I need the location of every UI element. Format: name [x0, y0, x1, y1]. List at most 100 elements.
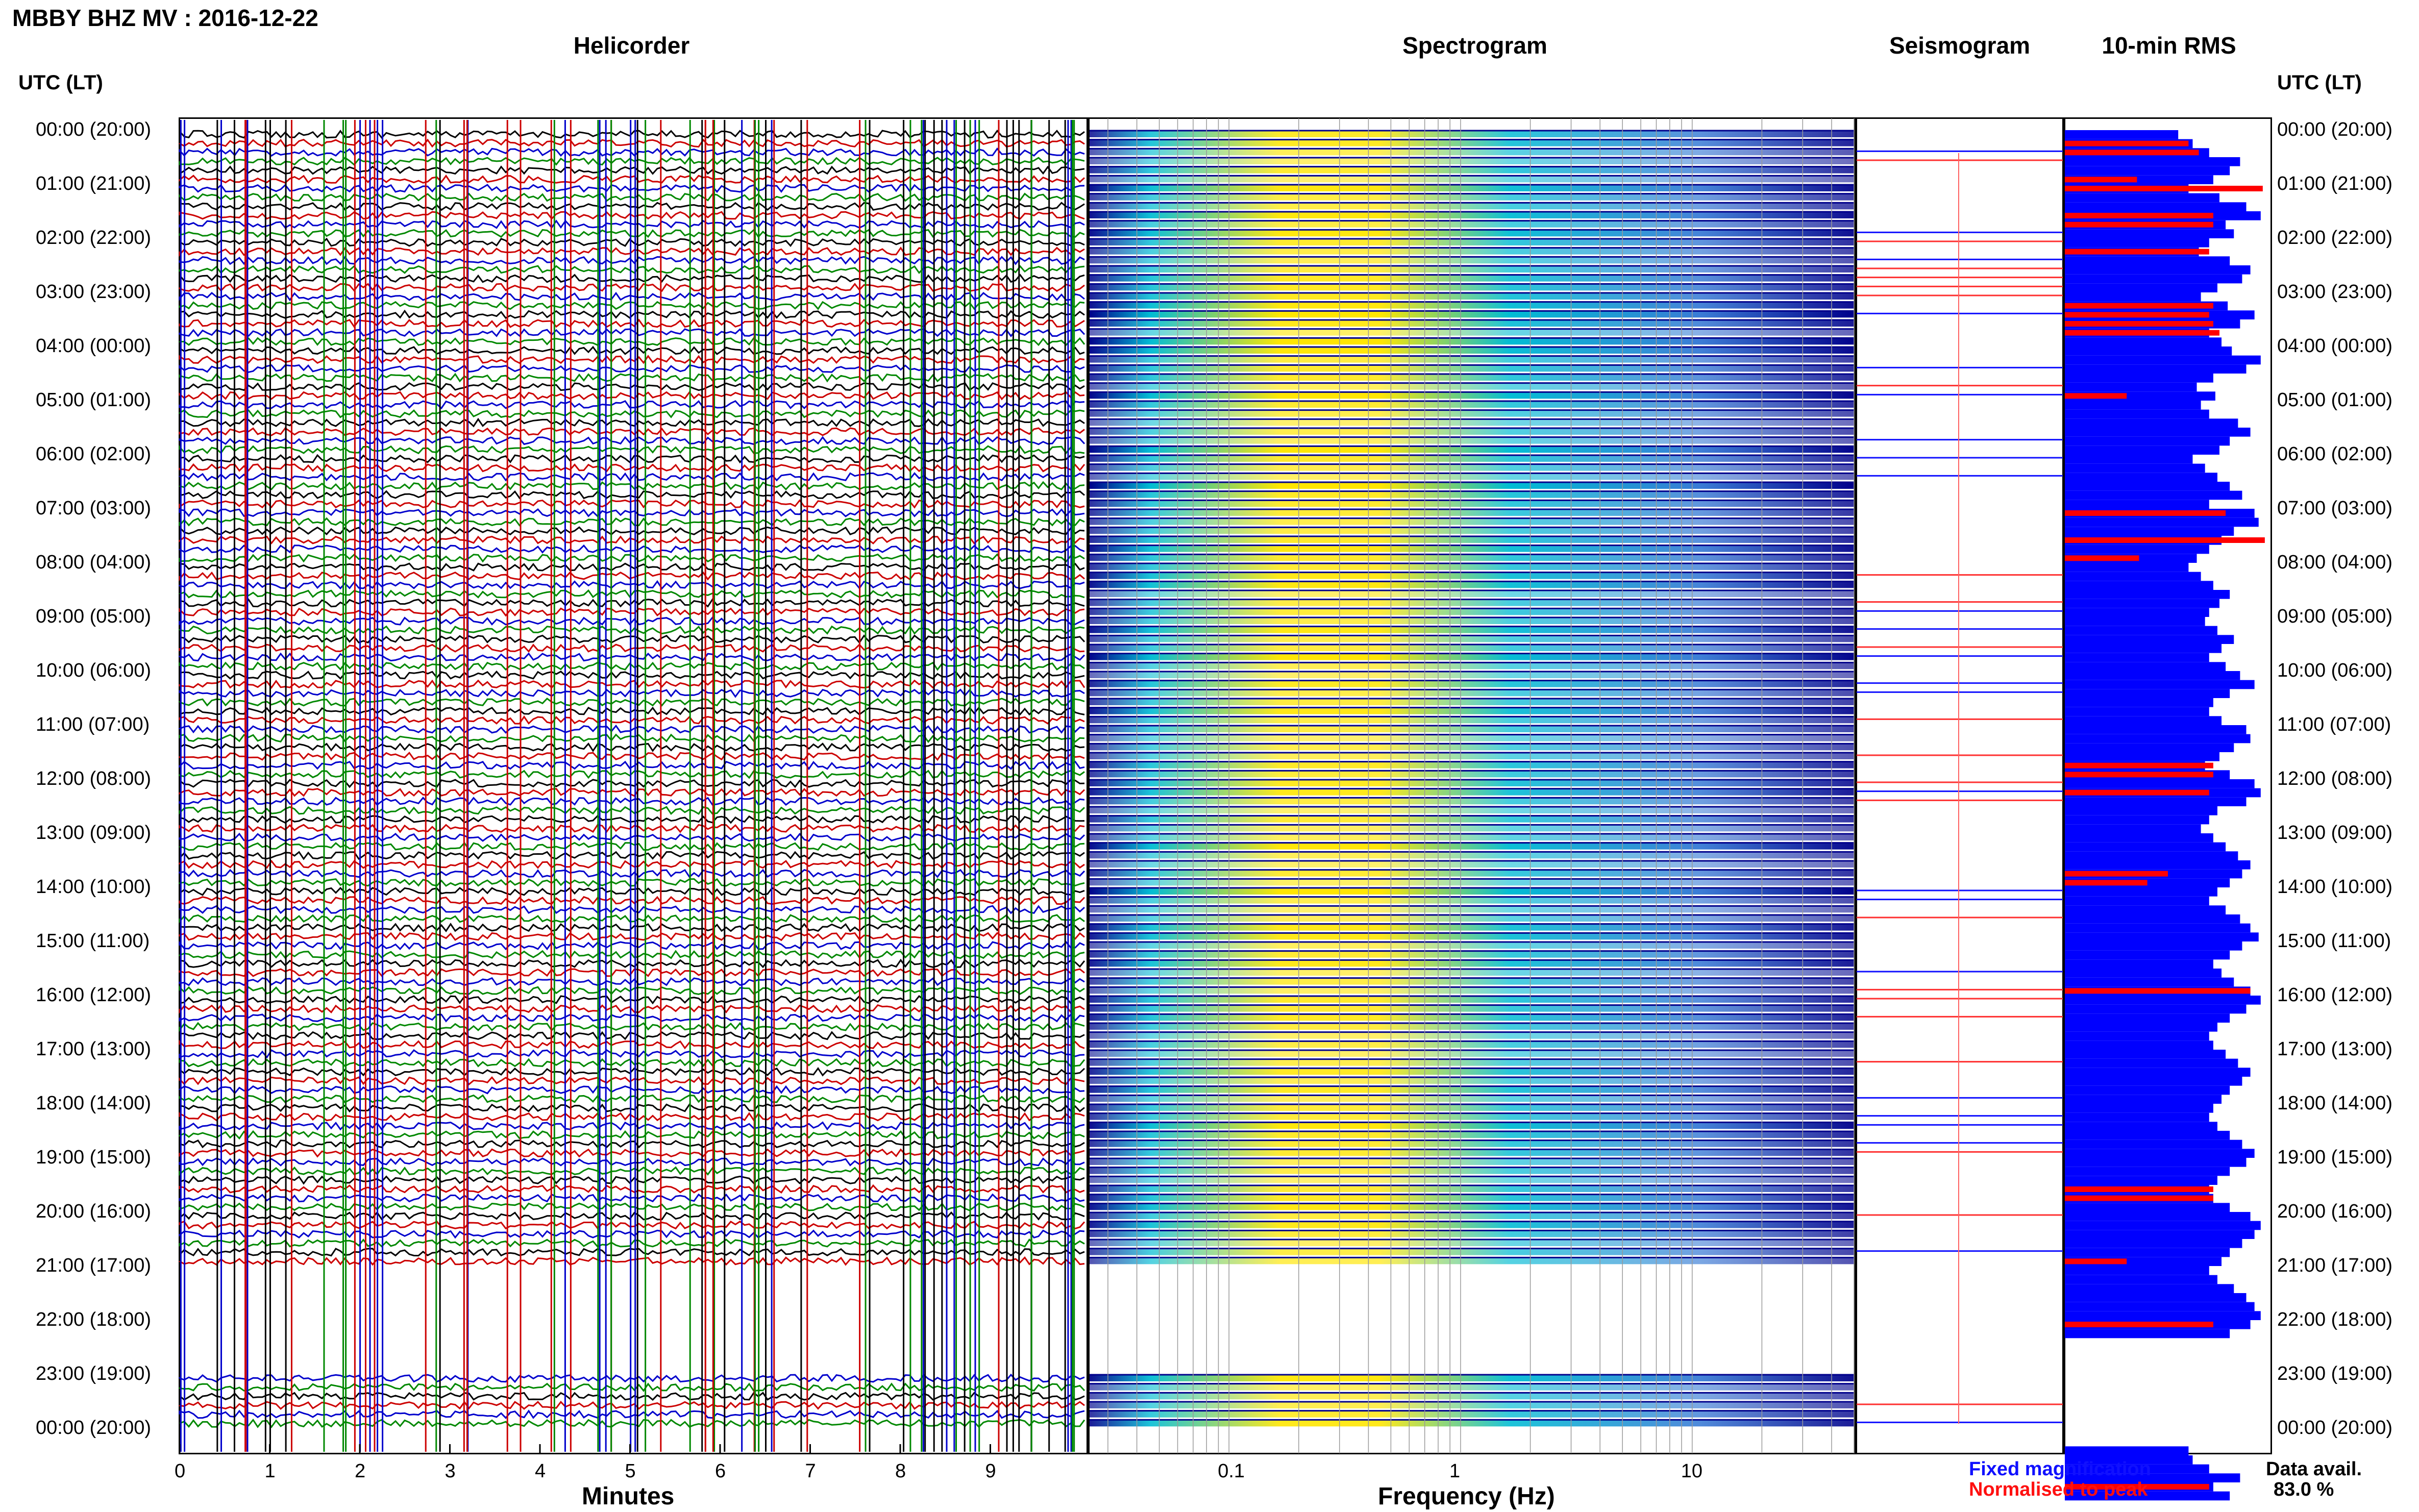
- helicorder-trace: [179, 364, 1085, 373]
- helicorder-trace: [179, 652, 1085, 662]
- spectrogram-row: [1090, 1419, 1854, 1427]
- frequency-tick-label: 0.1: [1218, 1460, 1245, 1482]
- rms-bar-fixed: [2065, 716, 2222, 725]
- helicorder-trace: [179, 147, 1085, 157]
- rms-bar-fixed: [2065, 1203, 2230, 1212]
- spectrogram-row: [1090, 1149, 1854, 1156]
- helicorder-trace: [179, 129, 1085, 139]
- rms-bar-normalised: [2065, 140, 2189, 146]
- rms-bar-fixed: [2065, 1464, 2209, 1474]
- minute-tick-label: 9: [985, 1460, 996, 1482]
- spectrogram-row: [1090, 716, 1854, 724]
- spectrogram-row: [1090, 788, 1854, 796]
- spectrogram-row: [1090, 977, 1854, 985]
- left-time-label: 23:00 (19:00): [36, 1363, 152, 1384]
- right-time-label: 03:00 (23:00): [2277, 281, 2393, 303]
- rms-bar-fixed: [2065, 500, 2209, 509]
- helicorder-trace: [179, 760, 1085, 771]
- spectrogram-row: [1090, 1095, 1854, 1102]
- spectrogram-row: [1090, 409, 1854, 417]
- spectrogram-row: [1090, 941, 1854, 949]
- rms-bar-fixed: [2065, 401, 2201, 410]
- right-time-label: 06:00 (02:00): [2277, 443, 2393, 465]
- right-time-label: 00:00 (20:00): [2277, 119, 2393, 140]
- rms-bar-fixed: [2065, 374, 2213, 383]
- rms-bar-fixed: [2065, 527, 2234, 536]
- spectrogram-row: [1090, 374, 1854, 381]
- helicorder-trace: [179, 715, 1085, 725]
- spectrogram-row: [1090, 761, 1854, 769]
- rms-bar-normalised: [2065, 1258, 2127, 1265]
- rms-bar-fixed: [2065, 1077, 2242, 1086]
- spectrogram-row: [1090, 725, 1854, 732]
- spectrogram-row: [1090, 1050, 1854, 1057]
- rms-bar-fixed: [2065, 1302, 2255, 1311]
- spectrogram-row: [1090, 689, 1854, 697]
- rms-bar-fixed: [2065, 797, 2247, 806]
- left-time-label: 14:00 (10:00): [36, 876, 152, 898]
- spectrogram-row: [1090, 644, 1854, 651]
- spectrogram-row: [1090, 671, 1854, 678]
- rms-bar-fixed: [2065, 1284, 2234, 1293]
- spectrogram-row: [1090, 473, 1854, 480]
- helicorder-trace: [179, 598, 1085, 608]
- spectrogram-row: [1090, 283, 1854, 291]
- minute-tick-label: 7: [805, 1460, 816, 1482]
- spectrogram-row: [1090, 391, 1854, 399]
- spectrogram-row: [1090, 211, 1854, 218]
- left-time-label: 22:00 (18:00): [36, 1309, 152, 1330]
- spectrogram-row: [1090, 680, 1854, 687]
- rms-bar-normalised: [2065, 312, 2209, 318]
- right-time-label: 18:00 (14:00): [2277, 1093, 2393, 1114]
- rms-bar-fixed: [2065, 563, 2189, 572]
- left-time-label: 13:00 (09:00): [36, 822, 152, 844]
- rms-bar-fixed: [2065, 1491, 2230, 1501]
- rms-bar-fixed: [2065, 1085, 2230, 1095]
- spectrogram-row: [1090, 1040, 1854, 1048]
- minute-tick-label: 5: [625, 1460, 636, 1482]
- helicorder-trace: [179, 445, 1085, 455]
- utc-label-left: UTC (LT): [18, 71, 103, 94]
- rms-bar-fixed: [2065, 950, 2230, 960]
- helicorder-trace: [179, 1049, 1085, 1059]
- helicorder-trace: [179, 273, 1085, 283]
- rms-bar-fixed: [2065, 923, 2251, 933]
- left-time-label: 03:00 (23:00): [36, 281, 152, 303]
- helicorder-trace: [179, 580, 1085, 590]
- rms-bar-fixed: [2065, 355, 2261, 365]
- spectrogram-row: [1090, 157, 1854, 164]
- spectrogram-row: [1090, 1383, 1854, 1391]
- rms-bar-normalised: [2065, 555, 2139, 561]
- right-time-label: 13:00 (09:00): [2277, 822, 2393, 844]
- rms-bar-fixed: [2065, 779, 2255, 788]
- left-time-label: 00:00 (20:00): [36, 1417, 152, 1439]
- rms-bar-fixed: [2065, 130, 2179, 139]
- helicorder-trace: [179, 1103, 1085, 1113]
- spectrogram-row: [1090, 833, 1854, 840]
- right-time-label: 22:00 (18:00): [2277, 1309, 2393, 1330]
- right-time-label: 08:00 (04:00): [2277, 552, 2393, 573]
- rms-title: 10-min RMS: [2102, 32, 2236, 59]
- spectrogram-row: [1090, 887, 1854, 895]
- spectrogram-row: [1090, 1392, 1854, 1400]
- spectrogram-row: [1090, 626, 1854, 633]
- rms-bar-fixed: [2065, 1266, 2209, 1275]
- rms-bar-fixed: [2065, 734, 2251, 743]
- spectrogram-row: [1090, 969, 1854, 976]
- rms-bar-fixed: [2065, 292, 2201, 302]
- right-time-label: 16:00 (12:00): [2277, 984, 2393, 1006]
- helicorder-trace: [179, 643, 1085, 653]
- helicorder-trace: [179, 463, 1085, 473]
- rms-bar-normalised: [2065, 772, 2213, 778]
- rms-bar-normalised: [2065, 303, 2213, 309]
- spectrogram-row: [1090, 256, 1854, 264]
- rms-bar-fixed: [2065, 193, 2219, 203]
- rms-bar-fixed: [2065, 544, 2209, 554]
- helicorder-trace: [179, 211, 1085, 220]
- helicorder-trace: [179, 355, 1085, 364]
- spectrogram-row: [1090, 229, 1854, 237]
- spectrogram-row: [1090, 878, 1854, 886]
- spectrogram-row: [1090, 1158, 1854, 1165]
- left-time-label: 04:00 (00:00): [36, 335, 152, 357]
